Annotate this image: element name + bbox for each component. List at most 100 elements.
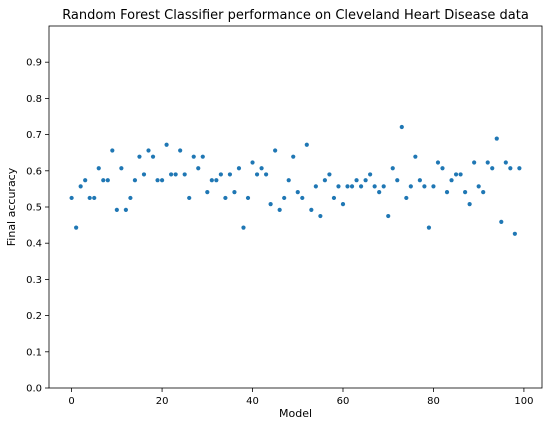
x-tick-label: 60 xyxy=(337,396,350,407)
data-point xyxy=(69,195,74,201)
data-point xyxy=(304,142,309,147)
data-point xyxy=(137,154,142,159)
data-point xyxy=(110,148,115,153)
data-point xyxy=(503,160,508,165)
data-point xyxy=(119,166,124,171)
data-point xyxy=(123,207,128,212)
y-tick-label: 0.1 xyxy=(26,347,42,358)
data-point xyxy=(313,184,318,189)
data-point xyxy=(476,184,481,189)
data-point xyxy=(173,172,178,177)
data-point xyxy=(218,172,223,177)
data-point xyxy=(250,160,255,165)
data-point xyxy=(453,172,459,177)
data-point xyxy=(259,166,264,171)
data-point xyxy=(349,184,355,189)
data-point xyxy=(322,178,327,183)
data-point xyxy=(182,172,187,177)
data-point xyxy=(381,184,386,189)
data-point xyxy=(327,172,332,177)
x-tick-label: 40 xyxy=(246,396,259,407)
y-tick-label: 0.6 xyxy=(26,166,42,177)
data-point xyxy=(372,184,377,189)
data-point xyxy=(354,178,359,183)
data-point xyxy=(512,231,517,236)
data-point xyxy=(78,184,83,189)
data-point xyxy=(395,178,400,183)
y-tick-label: 0.0 xyxy=(26,384,42,395)
data-point xyxy=(435,160,441,165)
y-tick-label: 0.8 xyxy=(26,94,42,105)
x-axis: 0 20 40 60 80 100 xyxy=(68,388,533,407)
data-point xyxy=(268,202,273,207)
data-point xyxy=(295,190,300,195)
x-axis-label: Model xyxy=(279,407,312,420)
data-point xyxy=(494,136,499,141)
data-point xyxy=(92,195,97,201)
data-point xyxy=(191,154,196,159)
data-point xyxy=(426,225,432,230)
data-point xyxy=(105,178,110,183)
data-point xyxy=(499,219,504,224)
data-point xyxy=(236,166,242,171)
plot-area xyxy=(48,25,543,389)
data-point xyxy=(467,202,472,207)
data-point xyxy=(87,195,92,201)
data-point xyxy=(485,160,490,165)
data-point xyxy=(232,190,237,195)
y-tick-label: 0.7 xyxy=(26,130,42,141)
x-tick-label: 0 xyxy=(68,396,74,407)
chart-title: Random Forest Classifier performance on … xyxy=(62,8,529,23)
data-point xyxy=(340,202,346,207)
data-point xyxy=(286,178,291,183)
data-point xyxy=(205,190,210,195)
data-point xyxy=(399,124,404,130)
data-point xyxy=(458,172,463,177)
data-point xyxy=(413,154,418,159)
data-point xyxy=(463,190,468,195)
data-point xyxy=(101,178,106,183)
data-point xyxy=(155,178,160,183)
data-point xyxy=(83,178,88,183)
data-point xyxy=(309,207,314,212)
data-point xyxy=(318,213,323,219)
data-point xyxy=(417,178,422,183)
data-point xyxy=(132,178,138,183)
data-point xyxy=(422,184,427,189)
data-point xyxy=(245,195,251,201)
data-point xyxy=(74,225,79,230)
data-point xyxy=(227,172,233,177)
data-point xyxy=(196,166,201,171)
data-point xyxy=(377,190,382,195)
data-point xyxy=(128,195,133,201)
x-tick-label: 100 xyxy=(514,396,533,407)
data-point xyxy=(273,148,278,153)
data-point xyxy=(241,225,246,230)
data-point xyxy=(481,190,486,195)
data-point xyxy=(517,166,522,171)
data-point xyxy=(358,184,364,189)
data-point xyxy=(264,172,269,177)
data-point xyxy=(114,207,119,212)
data-point xyxy=(223,195,228,201)
data-point xyxy=(254,172,260,177)
data-point xyxy=(363,178,368,183)
data-point xyxy=(200,154,205,159)
data-point xyxy=(209,178,214,183)
y-tick-label: 0.3 xyxy=(26,275,42,286)
y-tick-label: 0.5 xyxy=(26,203,42,214)
data-point xyxy=(164,142,169,147)
data-point xyxy=(146,148,151,153)
data-point xyxy=(390,166,395,171)
data-point xyxy=(141,172,147,177)
y-tick-label: 0.9 xyxy=(26,58,42,69)
data-point xyxy=(345,184,350,189)
data-point xyxy=(169,172,174,177)
y-axis-label: Final accuracy xyxy=(5,167,18,246)
data-point xyxy=(449,178,454,183)
data-point xyxy=(404,195,409,201)
data-point xyxy=(159,178,165,183)
data-point xyxy=(282,195,287,201)
